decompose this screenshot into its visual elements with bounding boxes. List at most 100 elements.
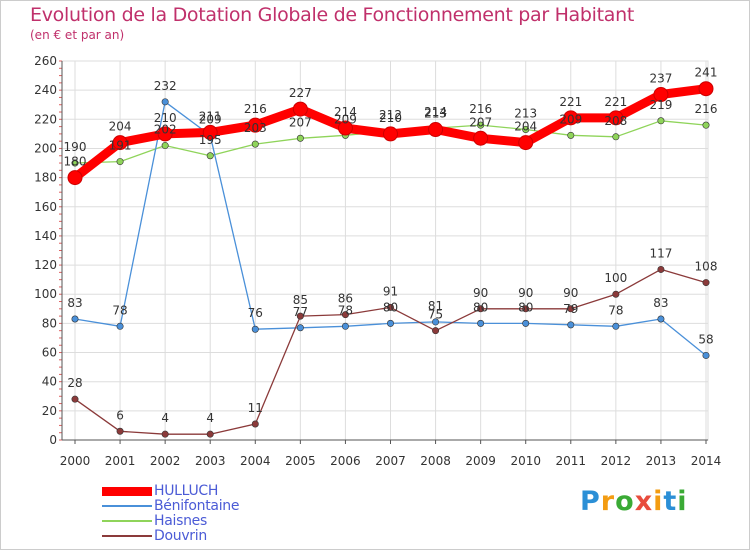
- legend: HULLUCH Bénifontaine Haisnes Douvrin: [102, 483, 302, 544]
- data-point: [251, 420, 259, 428]
- data-point: [161, 430, 169, 438]
- x-tick-label: 2011: [556, 454, 587, 468]
- x-tick-label: 2000: [60, 454, 91, 468]
- data-point: [657, 315, 665, 323]
- x-tick-label: 2008: [420, 454, 451, 468]
- data-point: [71, 395, 79, 403]
- data-label: 241: [695, 66, 718, 80]
- data-point: [477, 305, 485, 313]
- data-label: 219: [649, 98, 672, 112]
- data-point: [612, 322, 620, 330]
- data-label: 221: [559, 95, 582, 109]
- chart-subtitle: (en € et par an): [30, 28, 125, 42]
- data-label: 100: [604, 271, 627, 285]
- data-label: 180: [64, 155, 87, 169]
- data-point: [653, 87, 669, 103]
- legend-item: HULLUCH: [102, 483, 302, 499]
- y-tick-label: 80: [42, 316, 57, 330]
- data-label: 85: [293, 293, 308, 307]
- data-label: 237: [649, 72, 672, 86]
- data-labels: 180 204 210 211 216 227 214 210 213 207 204 221 221 2…: [64, 66, 718, 425]
- data-label: 6: [116, 408, 124, 422]
- y-tick-label: 40: [42, 375, 57, 389]
- data-label: 76: [248, 306, 263, 320]
- legend-swatch: [102, 486, 152, 496]
- data-point: [292, 101, 308, 117]
- data-point: [432, 327, 440, 335]
- x-tick-label: 2014: [691, 454, 722, 468]
- x-tick-label: 2007: [375, 454, 406, 468]
- data-point: [657, 117, 665, 125]
- data-point: [567, 305, 575, 313]
- x-tick-label: 2012: [601, 454, 632, 468]
- data-point: [386, 303, 394, 311]
- data-label: 108: [695, 260, 718, 274]
- data-label: 210: [154, 111, 177, 125]
- legend-swatch: [102, 520, 152, 522]
- data-point: [612, 290, 620, 298]
- data-point: [206, 152, 214, 160]
- x-tick-label: 2006: [330, 454, 361, 468]
- data-label: 207: [469, 115, 492, 129]
- legend-item: Douvrin: [102, 528, 302, 544]
- y-tick-label: 0: [49, 433, 57, 447]
- y-tick-label: 260: [34, 54, 57, 68]
- y-tick-label: 220: [34, 112, 57, 126]
- data-label: 91: [383, 284, 398, 298]
- data-point: [386, 319, 394, 327]
- data-label: 83: [653, 296, 668, 310]
- data-point: [71, 159, 79, 167]
- data-label: 212: [379, 108, 402, 122]
- y-tick-label: 180: [34, 171, 57, 185]
- data-label: 221: [604, 95, 627, 109]
- data-label: 209: [334, 112, 357, 126]
- data-point: [432, 318, 440, 326]
- data-label: 28: [67, 376, 82, 390]
- x-tick-label: 2003: [195, 454, 226, 468]
- data-label: 4: [206, 411, 214, 425]
- data-label: 213: [514, 107, 537, 121]
- y-tick-label: 200: [34, 141, 57, 155]
- data-label: 58: [698, 332, 713, 346]
- data-label: 216: [469, 102, 492, 116]
- data-point: [341, 311, 349, 319]
- data-label: 75: [428, 308, 443, 322]
- data-label: 203: [244, 121, 267, 135]
- axes: 0 20 40 60 80 100 120 140 160 180 200 220 240 260 2000…: [34, 54, 721, 468]
- data-point: [116, 158, 124, 166]
- data-label: 81: [428, 299, 443, 313]
- data-point: [477, 319, 485, 327]
- data-point: [202, 124, 218, 140]
- data-point: [702, 121, 710, 129]
- x-tick-label: 2013: [646, 454, 677, 468]
- data-point: [518, 135, 534, 151]
- data-point: [657, 265, 665, 273]
- y-tick-label: 140: [34, 229, 57, 243]
- y-tick-label: 100: [34, 287, 57, 301]
- legend-swatch: [102, 505, 152, 507]
- data-point: [296, 312, 304, 320]
- data-point: [251, 325, 259, 333]
- data-point: [161, 98, 169, 106]
- data-point: [702, 351, 710, 359]
- data-label: 210: [379, 111, 402, 125]
- data-label: 209: [199, 112, 222, 126]
- plot-area: [61, 60, 709, 441]
- data-label: 204: [514, 120, 537, 134]
- data-point: [116, 427, 124, 435]
- data-label: 195: [199, 133, 222, 147]
- data-point: [608, 110, 624, 126]
- series-lines: [67, 81, 714, 438]
- data-point: [337, 120, 353, 136]
- legend-label: Bénifontaine: [154, 498, 240, 514]
- data-point: [522, 319, 530, 327]
- y-tick-label: 160: [34, 200, 57, 214]
- data-point: [563, 110, 579, 126]
- data-point: [112, 135, 128, 151]
- data-label: 213: [424, 107, 447, 121]
- data-point: [477, 121, 485, 129]
- data-point: [428, 122, 444, 138]
- legend-item: Haisnes: [102, 513, 302, 529]
- data-label: 227: [289, 86, 312, 100]
